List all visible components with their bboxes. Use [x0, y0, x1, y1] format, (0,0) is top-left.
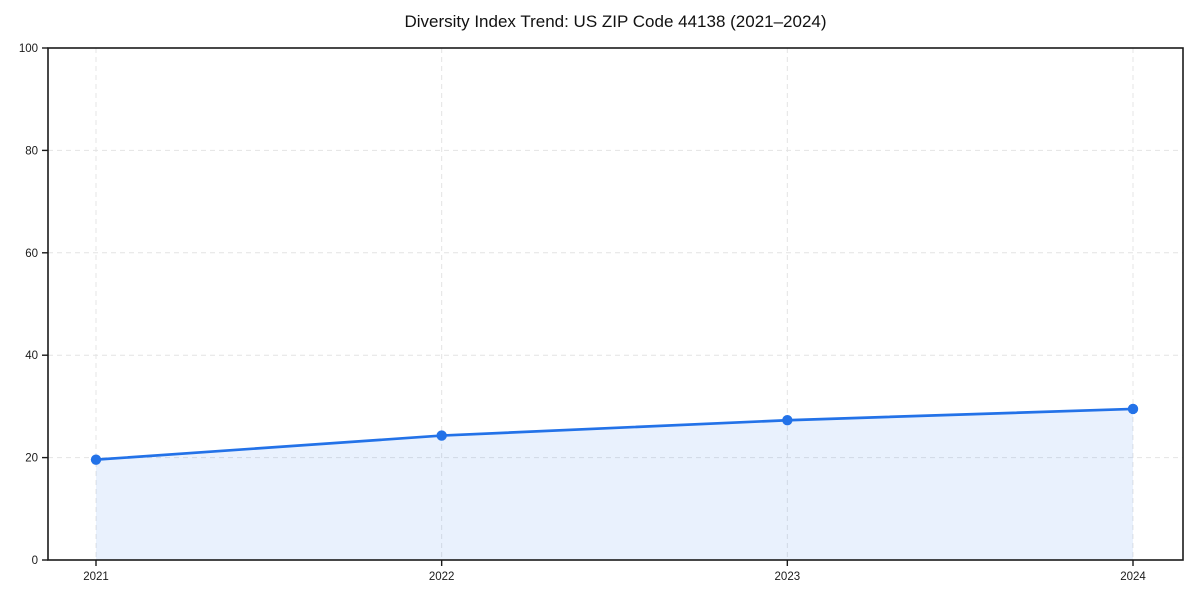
y-tick-label: 20	[25, 453, 38, 465]
trend-line	[94, 407, 1135, 461]
x-tick-label: 2021	[83, 571, 109, 583]
data-point	[1127, 403, 1139, 415]
y-tick-label: 40	[25, 350, 38, 362]
y-tick-label: 100	[19, 43, 38, 55]
data-point	[90, 454, 102, 465]
y-tick-label: 80	[25, 145, 38, 157]
x-tick-label: 2022	[429, 571, 455, 583]
y-tick-label: 60	[25, 248, 38, 260]
chart-title: Diversity Index Trend: US ZIP Code 44138…	[404, 12, 827, 31]
x-tick-label: 2024	[1120, 571, 1146, 583]
area-fill	[96, 408, 1133, 560]
plot-border	[47, 47, 1184, 561]
data-point	[436, 430, 447, 441]
x-tick-label: 2023	[775, 571, 801, 583]
data-point	[782, 415, 793, 426]
y-tick-label: 0	[32, 555, 38, 567]
